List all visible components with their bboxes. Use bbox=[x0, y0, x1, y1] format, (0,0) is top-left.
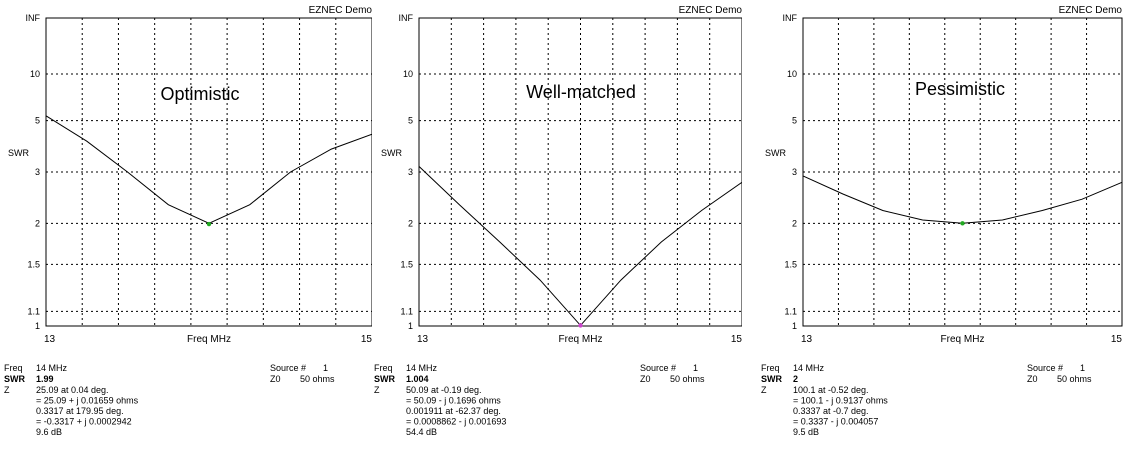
swr-chart-svg: INF 10 5 3 2 1.5 1.1 1 SWR EZNEC Demo Optimistic 13… bbox=[4, 5, 372, 437]
info-source-value: 1 bbox=[1080, 363, 1085, 373]
y-tick-label: 10 bbox=[30, 69, 40, 79]
info-z0-label: Z0 bbox=[640, 374, 651, 384]
info-z-label: Z bbox=[761, 385, 767, 395]
y-tick-label: 1 bbox=[792, 321, 797, 331]
app-label: EZNEC Demo bbox=[309, 5, 372, 16]
info-z0-value: 50 ohms bbox=[300, 374, 335, 384]
info-z-line: 50.09 at -0.19 deg. bbox=[406, 385, 482, 395]
x-axis-label: Freq MHz bbox=[559, 334, 603, 345]
y-tick-label: 5 bbox=[408, 116, 413, 126]
info-z-line: 9.6 dB bbox=[36, 427, 62, 437]
info-z0-value: 50 ohms bbox=[670, 374, 705, 384]
x-axis-label: Freq MHz bbox=[187, 334, 231, 345]
info-freq-value: 14 MHz bbox=[406, 363, 438, 373]
info-z-line: = -0.3317 + j 0.0002942 bbox=[36, 417, 132, 427]
info-z-line: = 0.0008862 - j 0.001693 bbox=[406, 417, 506, 427]
info-source-value: 1 bbox=[693, 363, 698, 373]
y-tick-label: 3 bbox=[408, 167, 413, 177]
x-tick-label: 13 bbox=[44, 334, 56, 345]
info-z-line: 54.4 dB bbox=[406, 427, 437, 437]
info-source-label: Source # bbox=[1027, 363, 1063, 373]
y-tick-label: 1.5 bbox=[27, 259, 40, 269]
frequency-marker bbox=[206, 221, 212, 227]
info-swr-label: SWR bbox=[761, 374, 782, 384]
info-swr-value: 1.004 bbox=[406, 374, 429, 384]
y-tick-label: 10 bbox=[403, 69, 413, 79]
chart-title: Pessimistic bbox=[915, 79, 1005, 99]
y-tick-label: 2 bbox=[408, 218, 413, 228]
info-z0-label: Z0 bbox=[1027, 374, 1038, 384]
plot-frame bbox=[45, 17, 372, 327]
y-tick-label: 1 bbox=[35, 321, 40, 331]
frequency-marker bbox=[960, 221, 965, 226]
chart-title: Optimistic bbox=[160, 84, 239, 104]
info-freq-label: Freq bbox=[374, 363, 393, 373]
y-tick-label: 2 bbox=[792, 218, 797, 228]
y-tick-label: 5 bbox=[792, 116, 797, 126]
swr-chart-panel-optimistic: INF 10 5 3 2 1.5 1.1 1 SWR EZNEC Demo Optimistic 13… bbox=[0, 0, 372, 455]
swr-chart-panel-pessimistic: INF 10 5 3 2 1.5 1.1 1 SWR EZNEC Demo Pessimistic 1… bbox=[757, 0, 1123, 455]
y-axis-label: SWR bbox=[765, 148, 786, 158]
info-swr-value: 2 bbox=[793, 374, 798, 384]
y-tick-label: 1.5 bbox=[784, 259, 797, 269]
app-label: EZNEC Demo bbox=[679, 5, 742, 16]
info-freq-label: Freq bbox=[761, 363, 780, 373]
y-tick-label: 1.1 bbox=[27, 306, 40, 316]
swr-chart-svg: INF 10 5 3 2 1.5 1.1 1 SWR EZNEC Demo Pessimistic 1… bbox=[761, 5, 1123, 437]
info-source-value: 1 bbox=[323, 363, 328, 373]
swr-chart-panel-well-matched: INF 10 5 3 2 1.5 1.1 1 SWR EZNEC Demo Well-matched… bbox=[370, 0, 742, 455]
x-axis-label: Freq MHz bbox=[941, 334, 985, 345]
info-z-line: 100.1 at -0.52 deg. bbox=[793, 385, 869, 395]
info-z-line: = 100.1 - j 0.9137 ohms bbox=[793, 396, 888, 406]
y-tick-label: INF bbox=[26, 13, 41, 23]
y-tick-label: INF bbox=[399, 13, 414, 23]
info-freq-value: 14 MHz bbox=[36, 363, 68, 373]
info-source-label: Source # bbox=[270, 363, 306, 373]
info-z0-label: Z0 bbox=[270, 374, 281, 384]
chart-title: Well-matched bbox=[526, 82, 636, 102]
info-swr-label: SWR bbox=[374, 374, 395, 384]
y-axis-label: SWR bbox=[381, 148, 402, 158]
info-z-line: 0.3337 at -0.7 deg. bbox=[793, 406, 869, 416]
info-z-line: = 0.3337 - j 0.004057 bbox=[793, 417, 878, 427]
y-tick-label: 1.5 bbox=[400, 259, 413, 269]
info-swr-label: SWR bbox=[4, 374, 25, 384]
info-z-label: Z bbox=[374, 385, 380, 395]
y-tick-label: 3 bbox=[35, 167, 40, 177]
info-swr-value: 1.99 bbox=[36, 374, 54, 384]
info-z-line: = 25.09 + j 0.01659 ohms bbox=[36, 396, 139, 406]
info-z-label: Z bbox=[4, 385, 10, 395]
x-tick-label: 13 bbox=[801, 334, 813, 345]
info-source-label: Source # bbox=[640, 363, 676, 373]
y-tick-label: 2 bbox=[35, 218, 40, 228]
y-tick-label: 3 bbox=[792, 167, 797, 177]
info-z-line: = 50.09 - j 0.1696 ohms bbox=[406, 396, 501, 406]
info-z0-value: 50 ohms bbox=[1057, 374, 1092, 384]
x-tick-label: 15 bbox=[361, 334, 372, 345]
x-tick-label: 15 bbox=[1111, 334, 1123, 345]
y-tick-label: 1.1 bbox=[784, 306, 797, 316]
info-z-line: 0.001911 at -62.37 deg. bbox=[406, 406, 501, 416]
y-axis-label: SWR bbox=[8, 148, 29, 158]
swr-chart-svg: INF 10 5 3 2 1.5 1.1 1 SWR EZNEC Demo Well-matched… bbox=[374, 5, 742, 437]
y-tick-label: 10 bbox=[787, 69, 797, 79]
frequency-marker bbox=[578, 323, 583, 328]
info-freq-label: Freq bbox=[4, 363, 23, 373]
info-z-line: 25.09 at 0.04 deg. bbox=[36, 385, 109, 395]
x-tick-label: 15 bbox=[731, 334, 742, 345]
y-tick-label: INF bbox=[783, 13, 798, 23]
y-tick-label: 1 bbox=[408, 321, 413, 331]
app-label: EZNEC Demo bbox=[1059, 5, 1123, 16]
info-z-line: 9.5 dB bbox=[793, 427, 819, 437]
y-tick-label: 1.1 bbox=[400, 306, 413, 316]
info-z-line: 0.3317 at 179.95 deg. bbox=[36, 406, 124, 416]
x-tick-label: 13 bbox=[417, 334, 429, 345]
y-tick-label: 5 bbox=[35, 116, 40, 126]
info-freq-value: 14 MHz bbox=[793, 363, 825, 373]
